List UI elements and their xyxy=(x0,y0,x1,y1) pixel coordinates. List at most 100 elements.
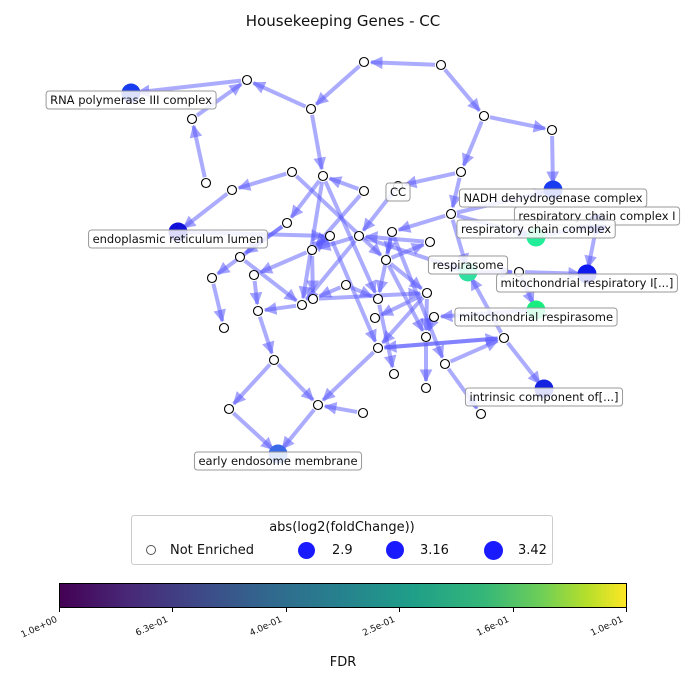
graph-node xyxy=(309,295,318,304)
graph-edge xyxy=(399,216,446,230)
graph-node xyxy=(437,61,446,70)
node-label: respirasome xyxy=(428,256,507,274)
legend-item-3: 3.42 xyxy=(484,540,547,560)
graph-node xyxy=(270,356,279,365)
graph-edge xyxy=(405,173,455,184)
graph-node xyxy=(326,232,335,241)
graph-node xyxy=(243,76,252,85)
graph-edge xyxy=(323,352,374,400)
graph-node xyxy=(225,405,234,414)
graph-node xyxy=(250,271,259,280)
graph-edge xyxy=(371,62,435,64)
circle-icon xyxy=(298,542,315,559)
legend-label-2: 3.16 xyxy=(420,543,449,558)
graph-node xyxy=(374,295,383,304)
graph-edge xyxy=(239,174,287,188)
node-label-text: mitochondrial respirasome xyxy=(459,310,613,324)
graph-node xyxy=(220,324,229,333)
node-label: RNA polymerase III complex xyxy=(46,91,216,109)
node-label-text: endoplasmic reticulum lumen xyxy=(93,232,264,246)
node-label-text: intrinsic component of[...] xyxy=(469,390,618,404)
graph-node xyxy=(477,410,486,419)
graph-node xyxy=(441,360,450,369)
graph-edge xyxy=(332,242,375,342)
graph-edge xyxy=(319,287,340,296)
colorbar-tick xyxy=(59,608,60,612)
graph-node xyxy=(422,333,431,342)
colorbar xyxy=(59,583,627,608)
node-label-text: respiratory chain complex xyxy=(461,222,611,236)
node-label-text: NADH dehydrogenase complex xyxy=(463,191,642,205)
graph-node xyxy=(457,168,466,177)
legend-item-not-enriched: Not Enriched xyxy=(146,540,254,560)
graph-edge xyxy=(282,410,314,449)
graph-node xyxy=(360,58,369,67)
colorbar-tick xyxy=(172,608,173,612)
node-label: CC xyxy=(386,183,410,201)
hollow-circle-icon xyxy=(146,545,156,555)
node-label: intrinsic component of[...] xyxy=(465,388,622,406)
graph-node xyxy=(426,238,435,247)
graph-node xyxy=(314,401,323,410)
graph-node xyxy=(342,281,351,290)
graph-node xyxy=(382,256,391,265)
node-label-text: RNA polymerase III complex xyxy=(50,93,212,107)
graph-edge xyxy=(253,83,305,107)
graph-edge xyxy=(312,115,322,169)
graph-edge xyxy=(464,122,482,166)
circle-icon xyxy=(386,541,404,559)
graph-node xyxy=(319,172,328,181)
graph-node xyxy=(202,179,211,188)
graph-node xyxy=(374,344,383,353)
graph-node xyxy=(188,115,197,124)
graph-node xyxy=(254,307,263,316)
circle-icon xyxy=(484,541,503,560)
graph-node xyxy=(447,210,456,219)
legend-title: abs(log2(foldChange)) xyxy=(132,520,552,535)
graph-edge xyxy=(233,413,272,449)
graph-edge xyxy=(260,317,272,354)
graph-edge xyxy=(213,284,222,321)
graph-node xyxy=(430,313,439,322)
colorbar-tick xyxy=(513,608,514,612)
legend-item-2: 3.16 xyxy=(386,540,449,560)
node-label-text: CC xyxy=(390,185,406,199)
graph-node xyxy=(283,219,292,228)
node-label: early endosome membrane xyxy=(194,452,361,470)
graph-node xyxy=(228,186,237,195)
graph-node xyxy=(208,274,217,283)
graph-node xyxy=(236,253,245,262)
colorbar-label: FDR xyxy=(59,655,627,670)
graph-edge xyxy=(325,406,357,412)
node-label-text: mitochondrial respiratory I[...] xyxy=(501,276,674,290)
node-label-text: early endosome membrane xyxy=(198,454,357,468)
colorbar-tick xyxy=(286,608,287,612)
graph-edge xyxy=(138,81,241,93)
legend: abs(log2(foldChange)) Not Enriched 2.9 3… xyxy=(131,515,553,565)
colorbar-tick xyxy=(399,608,400,612)
graph-edge xyxy=(508,343,540,384)
graph-edge xyxy=(312,256,313,292)
colorbar-gradient xyxy=(60,584,626,607)
graph-node xyxy=(359,409,368,418)
colorbar-tick xyxy=(626,608,627,612)
node-label: mitochondrial respirasome xyxy=(455,308,617,326)
node-label: respiratory chain complex xyxy=(457,220,615,238)
graph-edge xyxy=(265,306,296,310)
node-label-text: respirasome xyxy=(432,258,503,272)
graph-edge xyxy=(193,126,204,177)
node-label: endoplasmic reticulum lumen xyxy=(89,230,268,248)
graph-node xyxy=(360,187,369,196)
graph-node xyxy=(308,246,317,255)
graph-node xyxy=(500,334,509,343)
graph-node xyxy=(423,289,432,298)
graph-node xyxy=(298,301,307,310)
graph-node xyxy=(480,112,489,121)
graph-edge xyxy=(316,66,359,104)
graph-node xyxy=(307,105,316,114)
graph-node xyxy=(388,228,397,237)
node-label: mitochondrial respiratory I[...] xyxy=(497,274,678,292)
graph-node xyxy=(355,232,364,241)
graph-node xyxy=(371,314,380,323)
